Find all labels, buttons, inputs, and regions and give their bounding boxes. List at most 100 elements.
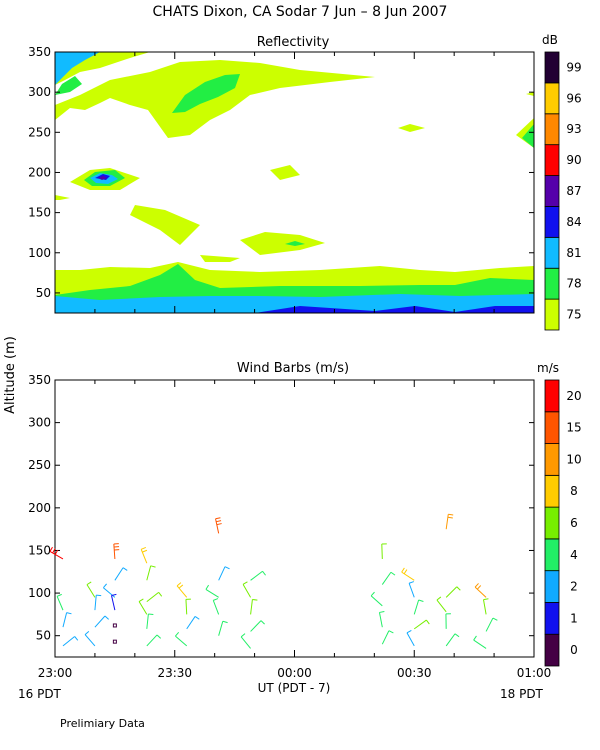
y-tick-label: 250 [28, 458, 51, 472]
barb-flag [111, 593, 117, 596]
barb-flag [216, 523, 222, 526]
barb-staff [408, 583, 415, 598]
y-tick-label: 200 [28, 501, 51, 515]
y-tick-label: 100 [28, 586, 51, 600]
barb-flag [483, 598, 489, 601]
reflectivity-contours [55, 52, 534, 313]
contour-75-patch4 [398, 124, 425, 132]
barb-flag [49, 546, 53, 552]
wind-barb [483, 598, 489, 615]
x-tick-label: 01:00 [517, 666, 552, 680]
contour-75-lowmid [240, 232, 325, 255]
barb-flag [194, 616, 200, 620]
wind-barb [112, 639, 117, 644]
barb-flag [260, 620, 265, 625]
wind-barb [103, 583, 116, 598]
reflectivity-title: Reflectivity [257, 35, 330, 50]
refl-colorbar-label: 99 [566, 60, 581, 74]
wind-colorbar-label: 4 [570, 548, 578, 562]
refl-colorbar-swatch [544, 144, 560, 176]
contour-78-upper [172, 74, 240, 113]
y-tick-label: 150 [28, 206, 51, 220]
refl-colorbar-swatch [544, 206, 560, 238]
barb-flag [474, 583, 479, 588]
barb-staff [185, 599, 188, 615]
wind-colorbar-label: 20 [566, 389, 581, 403]
y-tick-label: 200 [28, 165, 51, 179]
barb-staff [218, 566, 226, 581]
barb-flag [138, 598, 144, 602]
barb-flag [66, 612, 72, 615]
wind-barb [370, 591, 383, 607]
barb-staff [370, 595, 383, 607]
wind-colorbar-swatch [544, 570, 560, 603]
contour-75-patch1 [200, 255, 240, 262]
barb-staff [445, 633, 456, 647]
wind-barb [146, 613, 154, 629]
wind-barb [381, 543, 387, 560]
wind-colorbar-label: 15 [566, 421, 581, 435]
barb-flag [406, 629, 412, 634]
contour-75-upper [55, 60, 375, 138]
barb-staff [138, 601, 148, 615]
barb-staff [62, 636, 75, 647]
calm-marker [112, 623, 117, 628]
y-tick-label: 300 [28, 85, 51, 99]
y-tick-label: 300 [28, 416, 51, 430]
refl-colorbar-label: 84 [566, 215, 581, 229]
wind-barb [378, 610, 385, 628]
wind-colorbar-swatch [544, 443, 560, 476]
barb-flag [103, 583, 107, 589]
barb-flag [216, 520, 222, 523]
wind-barb [146, 591, 163, 602]
refl-colorbar-swatch [544, 298, 560, 331]
wind-barb [175, 631, 188, 647]
barb-flag [456, 586, 461, 591]
refl-colorbar-swatch [544, 175, 560, 207]
barb-flag [84, 630, 90, 635]
date-left: 16 PDT [18, 687, 62, 701]
barb-flag [476, 585, 482, 590]
wind-barb [240, 633, 251, 649]
barb-staff [146, 565, 152, 581]
contour-87-spot [98, 176, 107, 180]
wind-barb [186, 616, 200, 630]
barb-flag [401, 567, 405, 573]
wind-barb [445, 613, 451, 629]
barb-flag [240, 633, 246, 638]
wind-colorbar-label: 6 [570, 516, 578, 530]
barb-flag [141, 547, 147, 550]
barb-staff [114, 567, 124, 581]
wind-barb [86, 581, 96, 598]
wind-colorbar-swatch [544, 411, 560, 444]
contour-75-patch3 [55, 195, 70, 200]
barb-staff [146, 634, 158, 647]
refl-colorbar-swatch [544, 113, 560, 146]
wind-barb [250, 570, 266, 581]
barb-staff [146, 591, 159, 602]
contour-78-patch [522, 124, 534, 148]
barb-staff [381, 630, 390, 645]
barb-staff [186, 616, 196, 630]
barb-staff [146, 613, 149, 629]
barb-flag [56, 593, 62, 597]
wind-colorbar-swatch [544, 602, 560, 635]
barb-staff [250, 599, 253, 615]
wind-barb [62, 636, 79, 647]
barb-flag [213, 598, 219, 601]
barb-flag [205, 584, 210, 590]
wind-barb [242, 581, 252, 598]
contour-78-lower [55, 264, 534, 300]
refl-colorbar-label: 78 [566, 277, 581, 291]
barb-flag [454, 633, 460, 638]
barb-flag [390, 571, 396, 576]
wind-barb [205, 584, 219, 598]
barb-staff [406, 632, 415, 647]
barb-flag [262, 570, 266, 576]
wind-colorbar-swatch [544, 506, 560, 540]
wind-barb [445, 513, 454, 530]
barb-staff [212, 600, 220, 615]
wind-barb [146, 634, 162, 647]
refl-colorbar-swatch [544, 82, 560, 115]
